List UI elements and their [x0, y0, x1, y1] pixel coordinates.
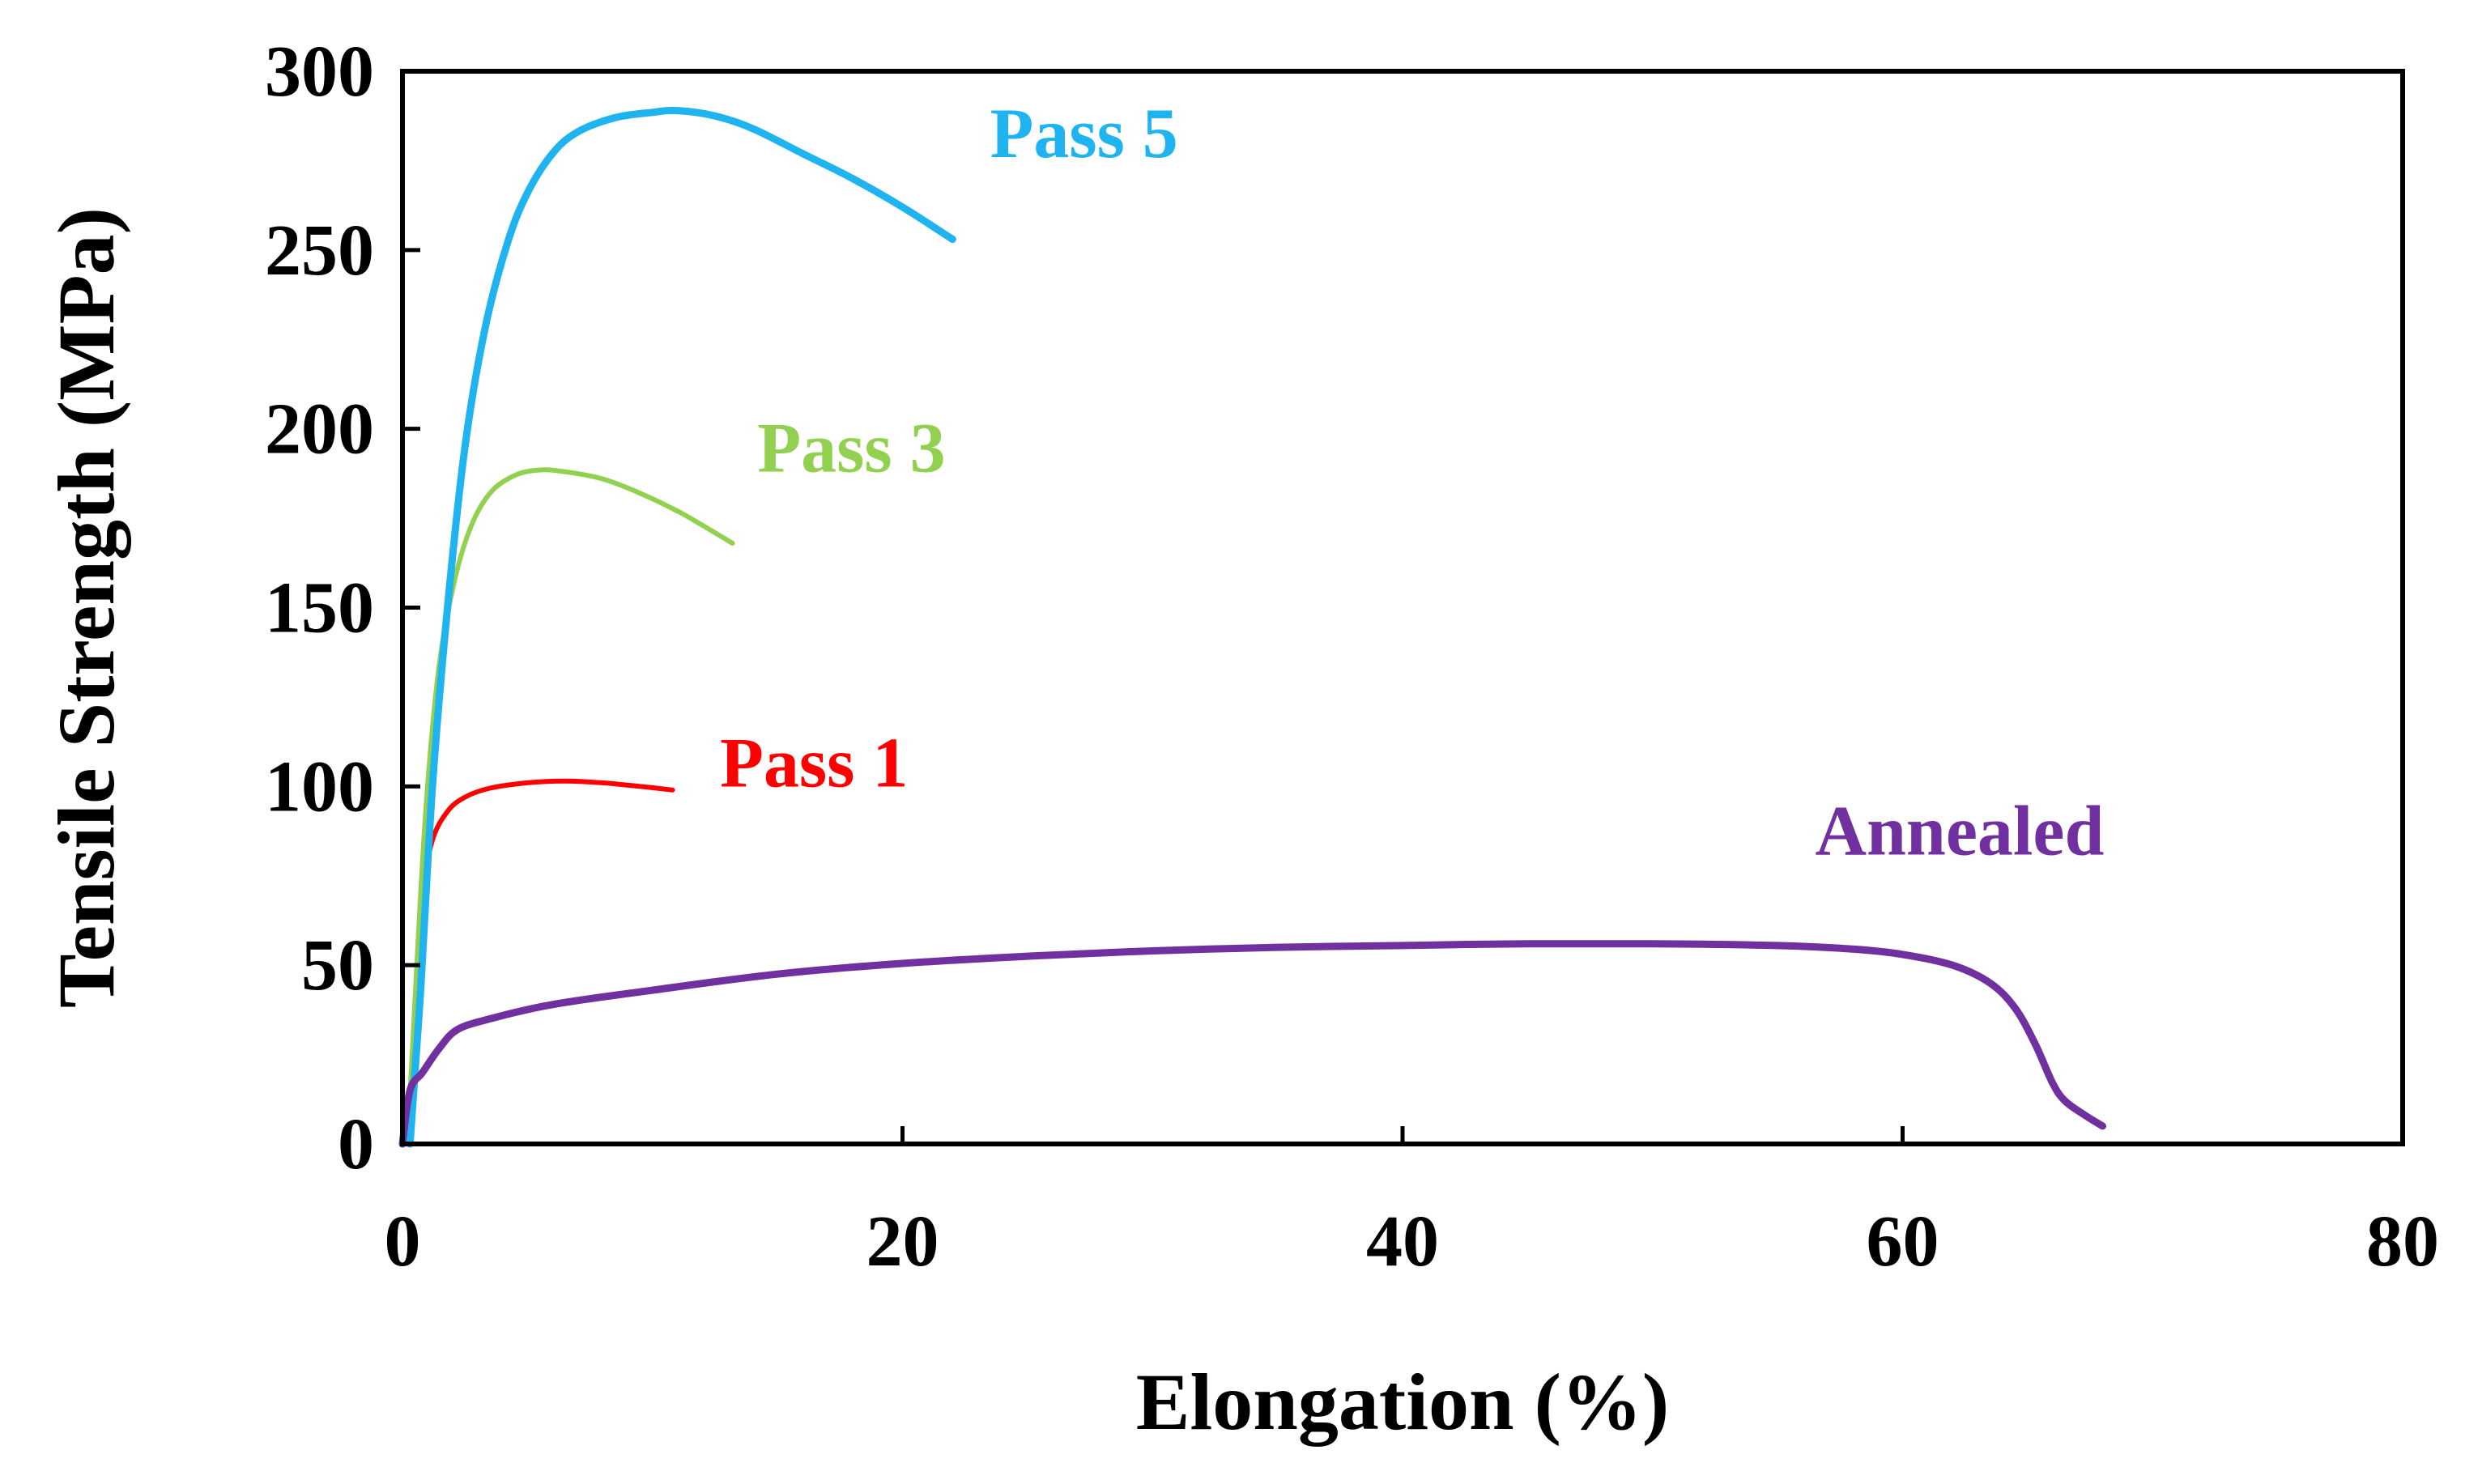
x-tick-label: 40 — [1366, 1201, 1439, 1282]
series-label-annealed: Annealed — [1815, 792, 2104, 870]
series-line-pass-5 — [406, 106, 956, 1148]
y-tick-label: 100 — [265, 746, 374, 827]
y-tick-label: 150 — [265, 568, 374, 648]
y-tick-label: 0 — [338, 1104, 374, 1184]
y-axis-title: Tensile Strength (MPa) — [41, 207, 131, 1008]
series-line-pass-3 — [405, 467, 735, 1146]
plot-area: Pass 1 Pass 3 Pass 5 Annealed — [398, 95, 2106, 1148]
x-tick-label: 80 — [2366, 1201, 2439, 1282]
y-tick-label: 50 — [301, 925, 374, 1006]
axes: 0 20 40 60 80 0 50 100 150 200 250 300 — [265, 32, 2439, 1282]
x-tick-label: 0 — [385, 1201, 421, 1282]
series-label-pass-5: Pass 5 — [990, 95, 1178, 173]
y-tick-label: 200 — [265, 389, 374, 470]
y-tick-label: 250 — [265, 210, 374, 291]
y-tick-label: 300 — [265, 32, 374, 112]
x-tick-label: 60 — [1867, 1201, 1939, 1282]
series-line-pass-1 — [407, 778, 675, 1146]
x-axis-title: Elongation (%) — [1136, 1357, 1669, 1447]
x-tick-label: 20 — [866, 1201, 939, 1282]
series-line-annealed — [398, 939, 2106, 1148]
series-label-pass-3: Pass 3 — [757, 410, 945, 488]
series-label-pass-1: Pass 1 — [720, 724, 908, 802]
